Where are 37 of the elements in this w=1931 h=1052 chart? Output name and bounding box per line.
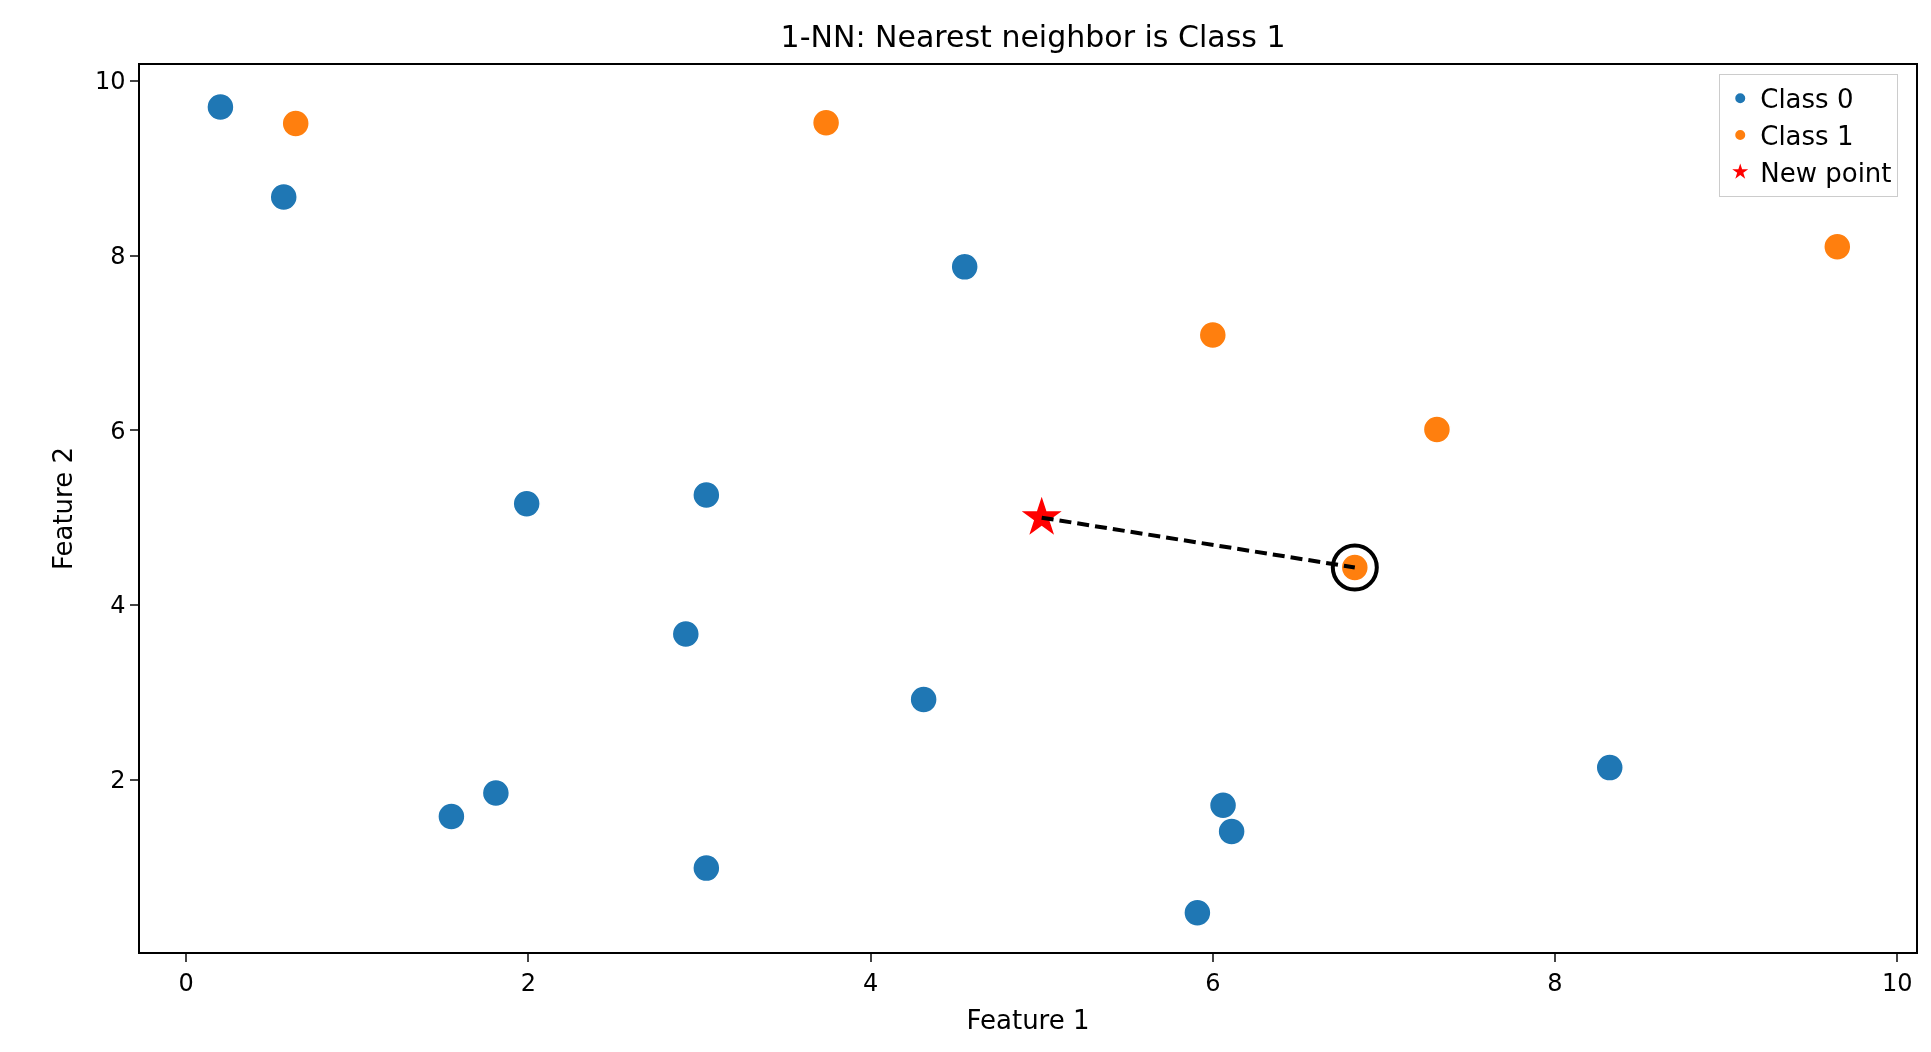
legend-label: Class 1 bbox=[1760, 121, 1854, 152]
point bbox=[1183, 898, 1212, 927]
y-axis-title: Feature 2 bbox=[47, 446, 78, 571]
point bbox=[1330, 543, 1379, 592]
y-tick-label: 6 bbox=[110, 416, 126, 445]
point bbox=[692, 853, 721, 883]
chart-title: 1-NN: Nearest neighbor is Class 1 bbox=[780, 19, 1286, 55]
point bbox=[692, 480, 721, 510]
point bbox=[437, 802, 466, 831]
point bbox=[481, 778, 511, 808]
point bbox=[1595, 753, 1624, 782]
point bbox=[811, 108, 841, 137]
y-tick-label: 8 bbox=[110, 241, 126, 270]
x-tick-label: 4 bbox=[862, 968, 879, 997]
point bbox=[671, 619, 701, 649]
point bbox=[206, 92, 235, 122]
y-tick-label: 4 bbox=[110, 591, 126, 620]
point bbox=[909, 685, 938, 714]
point bbox=[1217, 817, 1246, 846]
point bbox=[281, 109, 310, 138]
point bbox=[269, 182, 298, 212]
y-tick-label: 10 bbox=[94, 67, 126, 96]
x-tick-label: 8 bbox=[1547, 968, 1563, 997]
x-tick-label: 10 bbox=[1881, 968, 1913, 997]
y-tick-label: 2 bbox=[110, 766, 126, 795]
x-tick-label: 0 bbox=[178, 968, 194, 997]
x-axis-title: Feature 1 bbox=[966, 1004, 1090, 1035]
legend-label: Class 0 bbox=[1760, 84, 1854, 115]
point bbox=[1198, 320, 1228, 350]
point bbox=[1422, 415, 1452, 444]
x-tick-label: 6 bbox=[1205, 968, 1221, 997]
point bbox=[512, 489, 541, 518]
legend-label: New point bbox=[1760, 158, 1892, 189]
point bbox=[950, 252, 979, 282]
x-tick-label: 2 bbox=[520, 968, 537, 997]
point bbox=[1823, 232, 1852, 262]
point bbox=[1208, 790, 1238, 820]
